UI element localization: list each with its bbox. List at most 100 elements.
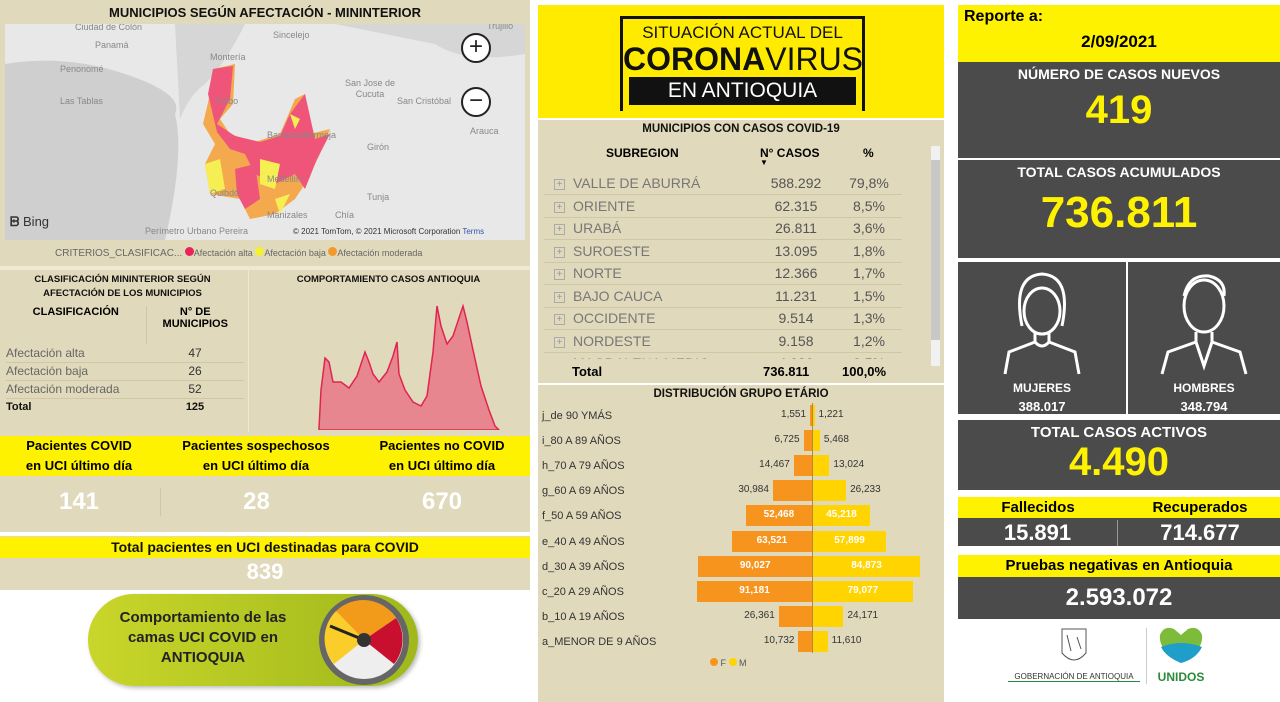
- man-icon: [1160, 274, 1248, 375]
- expand-icon[interactable]: +: [554, 201, 565, 213]
- table-row: Afectación baja 26: [6, 362, 244, 381]
- age-label: c_20 A 29 AÑOS: [542, 585, 624, 598]
- uci-beds-banner[interactable]: Comportamiento de las camas UCI COVID en A…: [88, 594, 418, 686]
- table-row[interactable]: + OCCIDENTE 9.514 1,3%: [544, 307, 902, 330]
- pyramid-title: DISTRIBUCIÓN GRUPO ETÁRIO: [653, 388, 829, 400]
- activos-box: TOTAL CASOS ACTIVOS 4.490: [958, 420, 1280, 490]
- map-label: Trujillo: [487, 24, 514, 31]
- bar-m-label: 13,024: [833, 459, 865, 471]
- subregion-cases: 9.514: [756, 307, 836, 330]
- bar-f-label: 10,732: [763, 634, 795, 646]
- legend-item[interactable]: Afectación moderada: [328, 247, 422, 258]
- clasificacion-table: CLASIFICACIÓN N° DE MUNICIPIOS: [6, 306, 244, 344]
- bar-m-label: 45,218: [826, 509, 857, 521]
- bar-m[interactable]: [813, 530, 887, 552]
- trend-area-chart: [318, 303, 501, 430]
- divider: [0, 532, 530, 536]
- bar-m[interactable]: [813, 580, 913, 602]
- bar-f[interactable]: [698, 555, 812, 577]
- column-header-pct[interactable]: %: [863, 146, 874, 160]
- bar-m-label: 57,899: [834, 534, 865, 546]
- bar-f[interactable]: [697, 580, 812, 602]
- age-label: b_10 A 19 AÑOS: [542, 610, 625, 623]
- coat-of-arms-icon: [1061, 628, 1087, 661]
- antioquia-region[interactable]: [203, 64, 330, 219]
- map-label: Girón: [367, 142, 390, 152]
- bar-f[interactable]: [798, 630, 812, 652]
- subregion-table: + VALLE DE ABURRÁ 588.292 79,8% + ORIENTE 62.3…: [544, 172, 902, 359]
- bar-m[interactable]: [813, 605, 844, 627]
- bar-m[interactable]: [813, 630, 828, 652]
- legend-item[interactable]: Afectación baja: [255, 247, 326, 258]
- map-title: MUNICIPIOS SEGÚN AFECTACIÓN - MININTERIO…: [109, 5, 421, 20]
- subregion-pct: 0,5%: [836, 352, 902, 359]
- bar-f[interactable]: [731, 530, 812, 552]
- table-row[interactable]: + NORDESTE 9.158 1,2%: [544, 329, 902, 353]
- bing-logo: ᗸ Bing: [10, 214, 50, 229]
- bar-f[interactable]: [803, 430, 812, 452]
- scrollbar[interactable]: [931, 146, 940, 366]
- table-row[interactable]: + BAJO CAUCA 11.231 1,5%: [544, 284, 902, 308]
- subregion-cases: 62.315: [756, 194, 836, 218]
- bar-f-label: 91,181: [739, 584, 770, 596]
- zoom-out-button[interactable]: −: [461, 87, 491, 117]
- legend-item-f[interactable]: F: [710, 658, 726, 668]
- table-row[interactable]: + SUROESTE 13.095 1,8%: [544, 239, 902, 263]
- table-row[interactable]: + URABÁ 26.811 3,6%: [544, 217, 902, 240]
- coronavirus-logo: SITUACIÓN ACTUAL DEL CORONAVIRUS EN ANTI…: [620, 16, 865, 111]
- bar-f[interactable]: [772, 480, 812, 502]
- uci-header-row: [0, 436, 530, 476]
- legend-item-m[interactable]: M: [728, 658, 747, 668]
- uci-sospechosos-value: 28: [160, 488, 352, 516]
- expand-icon[interactable]: +: [554, 314, 565, 326]
- expand-icon[interactable]: +: [554, 224, 565, 236]
- subregion-pct: 1,2%: [836, 329, 902, 353]
- bar-m[interactable]: [813, 430, 820, 452]
- bar-f[interactable]: [810, 405, 812, 426]
- legend-dot-icon: [255, 247, 265, 256]
- expand-icon[interactable]: +: [554, 178, 565, 190]
- report-box: Reporte a: 2/09/2021: [958, 5, 1280, 62]
- table-row[interactable]: +MAGDALENA MEDIO4.0300,5%: [544, 352, 902, 359]
- column-header-casos[interactable]: N° CASOS ▼: [760, 146, 820, 167]
- bar-m[interactable]: [813, 480, 847, 502]
- bar-m[interactable]: [813, 555, 921, 577]
- bar-f-label: 26,361: [744, 609, 775, 621]
- legend-dot-icon: [328, 247, 338, 256]
- table-row[interactable]: + ORIENTE 62.315 8,5%: [544, 194, 902, 218]
- column-header-subregion[interactable]: SUBREGION: [606, 146, 679, 160]
- expand-icon[interactable]: +: [554, 336, 565, 348]
- bar-f[interactable]: [778, 605, 812, 627]
- table-row[interactable]: + NORTE 12.366 1,7%: [544, 262, 902, 285]
- bar-m[interactable]: [813, 505, 871, 527]
- subregion-pct: 79,8%: [836, 172, 902, 195]
- zoom-in-button[interactable]: +: [461, 33, 491, 63]
- uci-no-covid-header: Pacientes no COVID en UCI último día: [379, 438, 505, 473]
- subregion-cases: 9.158: [756, 329, 836, 353]
- map-label: Medellín: [267, 174, 302, 184]
- terms-link[interactable]: Terms: [462, 227, 485, 236]
- mujeres-box: MUJERES 388.017: [958, 262, 1126, 414]
- recuperados-label: Recuperados: [1152, 499, 1248, 516]
- nuevos-box: NÚMERO DE CASOS NUEVOS 419: [958, 62, 1280, 158]
- subregion-name: BAJO CAUCA: [573, 287, 663, 304]
- expand-icon[interactable]: +: [554, 291, 565, 303]
- bar-m[interactable]: [813, 455, 830, 477]
- bar-f[interactable]: [745, 505, 812, 527]
- legend-item[interactable]: Afectación alta: [184, 247, 253, 258]
- pruebas-value: 2.593.072: [958, 577, 1280, 619]
- expand-icon[interactable]: +: [554, 269, 565, 281]
- subregion-table-viewport[interactable]: + VALLE DE ABURRÁ 588.292 79,8% + ORIENTE 62.3…: [544, 172, 902, 359]
- table-row[interactable]: + VALLE DE ABURRÁ 588.292 79,8%: [544, 172, 902, 195]
- bar-m[interactable]: [813, 405, 815, 426]
- bar-f[interactable]: [793, 455, 812, 477]
- age-label: g_60 A 69 AÑOS: [542, 485, 625, 498]
- subregion-cases: 13.095: [756, 239, 836, 263]
- logo-divider: [1146, 628, 1147, 684]
- expand-icon[interactable]: +: [554, 246, 565, 258]
- subregion-name: ORIENTE: [573, 197, 636, 214]
- map-label: Barrancabermeja: [267, 130, 337, 140]
- subregion-cases: 588.292: [756, 172, 836, 195]
- acumulados-box: TOTAL CASOS ACUMULADOS 736.811: [958, 160, 1280, 258]
- map[interactable]: Ciudad de Colón Panamá Penonomé Las Tabl…: [5, 24, 525, 240]
